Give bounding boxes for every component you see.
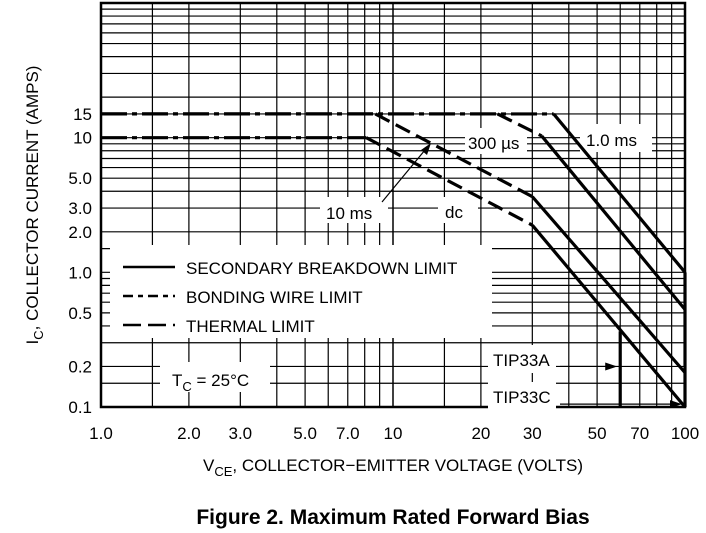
legend-label-thermal: THERMAL LIMIT xyxy=(186,317,315,336)
y-tick-label: 5.0 xyxy=(68,169,92,188)
y-tick-label: 10 xyxy=(73,129,92,148)
axis-title-part: , COLLECTOR−EMITTER VOLTAGE (VOLTS) xyxy=(232,456,583,475)
label-background xyxy=(320,197,388,223)
x-tick-label: 100 xyxy=(671,424,699,443)
curve-10-ms-secondary xyxy=(531,195,687,374)
label-background xyxy=(465,128,527,154)
axis-title-part: V xyxy=(203,456,215,475)
axis-title-part: I xyxy=(23,340,42,345)
x-tick-label: 7.0 xyxy=(336,424,360,443)
y-axis-title: IC, COLLECTOR CURRENT (AMPS) xyxy=(23,66,46,345)
x-tick-label: 10 xyxy=(384,424,403,443)
tc-text-part: C xyxy=(182,379,191,394)
x-tick-label: 50 xyxy=(588,424,607,443)
curve-300-s-secondary xyxy=(552,112,687,274)
y-tick-label: 3.0 xyxy=(68,199,92,218)
label-background xyxy=(580,124,652,152)
tc-text-part: T xyxy=(172,371,182,390)
case-temperature-label: TC = 25°C xyxy=(172,371,249,394)
curve-1-0-ms-secondary xyxy=(540,134,687,311)
x-tick-label: 3.0 xyxy=(228,424,252,443)
x-tick-label: 2.0 xyxy=(177,424,201,443)
y-tick-label: 0.2 xyxy=(68,357,92,376)
series-label: 1.0 ms xyxy=(586,131,637,150)
x-tick-label: 5.0 xyxy=(293,424,317,443)
x-tick-label: 1.0 xyxy=(89,424,113,443)
axis-title-part: , COLLECTOR CURRENT (AMPS) xyxy=(23,66,42,331)
arrowhead-icon xyxy=(670,400,682,409)
curve-1-0-ms-thermal xyxy=(496,112,543,138)
x-tick-label: 30 xyxy=(523,424,542,443)
label-background xyxy=(160,362,270,392)
arrowhead-icon xyxy=(421,143,431,155)
x-axis-title: VCE, COLLECTOR−EMITTER VOLTAGE (VOLTS) xyxy=(203,456,583,479)
label-background xyxy=(488,345,556,373)
series-label: dc xyxy=(445,203,463,222)
label-background xyxy=(438,197,478,223)
label-background xyxy=(488,382,556,410)
curve-dc-thermal xyxy=(365,136,534,227)
series-label: 300 µs xyxy=(468,134,519,153)
curve-dc-secondary xyxy=(531,224,687,409)
axis-title-part: CE xyxy=(214,464,232,479)
y-tick-label: 2.0 xyxy=(68,223,92,242)
y-tick-label: 0.5 xyxy=(68,304,92,323)
label-background xyxy=(110,245,492,338)
limit-label-TIP33A: TIP33A xyxy=(493,351,550,370)
axis-title-part: C xyxy=(31,330,46,339)
legend-label-secondary: SECONDARY BREAKDOWN LIMIT xyxy=(186,259,457,278)
figure-caption: Figure 2. Maximum Rated Forward Bias xyxy=(196,506,589,529)
x-tick-label: 70 xyxy=(630,424,649,443)
limit-label-TIP33C: TIP33C xyxy=(493,388,551,407)
arrowhead-icon xyxy=(605,362,618,371)
legend-label-bonding: BONDING WIRE LIMIT xyxy=(186,288,363,307)
x-tick-label: 20 xyxy=(471,424,490,443)
y-tick-label: 0.1 xyxy=(68,398,92,417)
y-tick-label: 1.0 xyxy=(68,263,92,282)
curve-10-ms-thermal xyxy=(374,112,534,199)
tc-text-part: = 25°C xyxy=(192,371,249,390)
y-tick-label: 15 xyxy=(73,105,92,124)
series-label: 10 ms xyxy=(326,204,372,223)
plot-frame xyxy=(99,1,687,409)
annotation-arrow xyxy=(381,149,426,203)
